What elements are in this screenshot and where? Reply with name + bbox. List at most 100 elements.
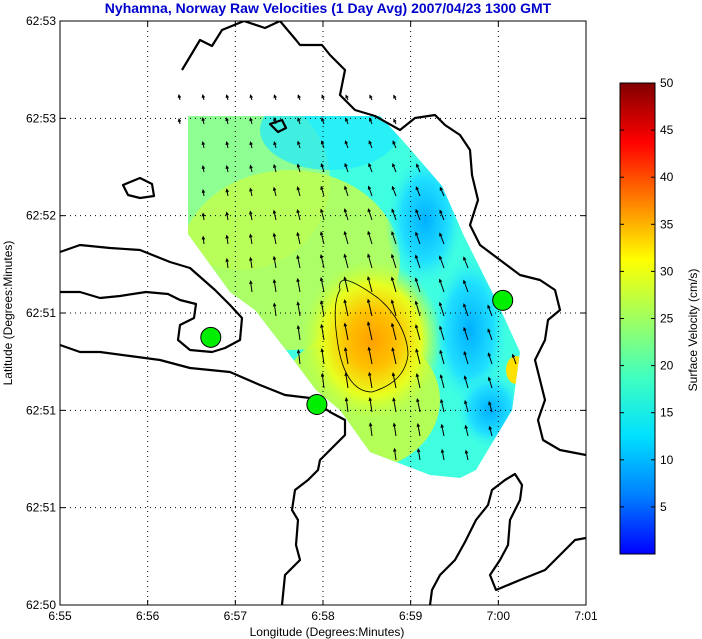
velocity-arrow-head	[344, 162, 348, 167]
velocity-arrow	[393, 398, 397, 413]
velocity-arrow-head	[225, 94, 230, 99]
velocity-arrow	[202, 236, 205, 245]
velocity-arrow	[488, 353, 493, 365]
velocity-arrow-head	[416, 423, 421, 428]
coastline	[60, 21, 586, 605]
velocity-arrow	[487, 305, 493, 317]
velocity-arrow-head	[296, 163, 301, 168]
colorbar-tick-label: 25	[660, 312, 674, 326]
velocity-arrow-head	[390, 276, 395, 281]
colorbar-tick-label: 50	[660, 76, 674, 90]
velocity-arrow-head	[343, 276, 347, 281]
velocity-arrow-head	[296, 277, 300, 283]
x-tick-label: 6:55	[48, 609, 72, 623]
velocity-arrow-head	[367, 208, 371, 213]
velocity-arrow	[273, 210, 277, 221]
velocity-arrow	[439, 210, 445, 221]
velocity-arrow-head	[367, 230, 371, 235]
velocity-arrow-head	[487, 328, 491, 333]
velocity-arrow	[417, 424, 421, 437]
velocity-arrow-head	[201, 94, 206, 99]
velocity-arrow	[439, 302, 445, 317]
velocity-arrow-head	[320, 185, 324, 190]
velocity-arrow-head	[438, 278, 443, 283]
velocity-arrow-head	[487, 304, 491, 309]
velocity-arrow-head	[319, 254, 324, 259]
velocity-arrow	[512, 354, 517, 365]
velocity-arrow-head	[296, 349, 301, 354]
colorbar-ticks: 5 10 15 20 25 30 35 40 45 50	[620, 76, 674, 514]
velocity-arrow	[416, 164, 421, 173]
velocity-arrow	[297, 209, 301, 221]
velocity-arrow	[464, 376, 469, 389]
velocity-arrow-head	[343, 299, 347, 304]
velocity-arrow-head	[463, 326, 467, 331]
velocity-arrow-head	[463, 375, 468, 380]
velocity-arrow-head	[440, 448, 445, 453]
velocity-arrow-head	[319, 276, 324, 282]
velocity-arrow	[463, 304, 469, 317]
velocity-arrow-head	[369, 94, 373, 99]
velocity-arrow	[391, 231, 397, 245]
velocity-arrow	[273, 233, 277, 245]
velocity-arrow-head	[368, 140, 372, 145]
velocity-arrow	[297, 255, 301, 269]
velocity-arrow	[416, 398, 421, 413]
velocity-arrow-head	[344, 140, 348, 145]
coastline-islet	[268, 118, 288, 134]
velocity-arrow	[320, 209, 325, 221]
velocity-arrow-head	[320, 208, 324, 213]
velocity-arrow	[367, 254, 373, 269]
colorbar-tick-label: 20	[660, 359, 674, 373]
velocity-arrow-head	[392, 162, 396, 168]
y-tick-label: 62:50	[26, 598, 56, 612]
colorbar-tick-label: 10	[660, 453, 674, 467]
velocity-arrow-head	[177, 94, 182, 99]
velocity-arrow-head	[249, 94, 253, 99]
velocity-arrow	[465, 450, 469, 461]
velocity-arrow-head	[272, 186, 277, 191]
velocity-arrow-head	[511, 353, 516, 358]
colorbar-tick-label: 30	[660, 264, 674, 278]
velocity-arrow-head	[321, 94, 325, 99]
velocity-arrow	[464, 400, 469, 413]
velocity-arrow-head	[201, 212, 206, 217]
velocity-arrow-head	[249, 187, 253, 192]
velocity-arrow	[415, 278, 421, 293]
velocity-arrow	[344, 348, 349, 365]
x-axis-label: Longitude (Degrees:Minutes)	[250, 625, 405, 639]
velocity-arrow-head	[487, 352, 491, 357]
velocity-arrow-head	[296, 231, 300, 236]
velocity-arrow	[250, 281, 253, 293]
velocity-arrow-head	[368, 422, 373, 427]
velocity-arrow-head	[414, 277, 419, 282]
velocity-arrow-head	[201, 188, 206, 194]
velocity-arrow	[415, 349, 421, 365]
velocity-arrow	[297, 187, 301, 197]
velocity-arrow-head	[343, 230, 347, 236]
velocity-arrow	[367, 322, 373, 341]
station-markers	[200, 289, 514, 415]
velocity-arrow	[368, 163, 373, 173]
velocity-arrow	[249, 257, 253, 269]
velocity-arrow-head	[344, 185, 348, 190]
velocity-arrow-head	[273, 141, 277, 146]
velocity-arrow-head	[249, 256, 253, 261]
velocity-arrow-head	[440, 423, 444, 428]
velocity-arrow-head	[272, 209, 277, 214]
velocity-arrow-head	[416, 397, 420, 403]
velocity-arrow	[369, 398, 373, 413]
velocity-arrow-head	[390, 299, 395, 304]
velocity-arrow-head	[415, 186, 419, 191]
velocity-arrow-head	[272, 255, 277, 260]
velocity-arrow	[344, 277, 349, 293]
velocity-arrow-head	[439, 349, 443, 354]
velocity-arrow-head	[439, 374, 444, 379]
y-tick-label: 62:53	[26, 14, 56, 28]
velocity-arrow	[488, 377, 493, 389]
velocity-arrow	[368, 347, 373, 365]
velocity-arrow	[273, 164, 277, 173]
velocity-arrow	[417, 449, 421, 461]
velocity-arrow	[297, 164, 301, 173]
velocity-arrow	[391, 323, 397, 341]
